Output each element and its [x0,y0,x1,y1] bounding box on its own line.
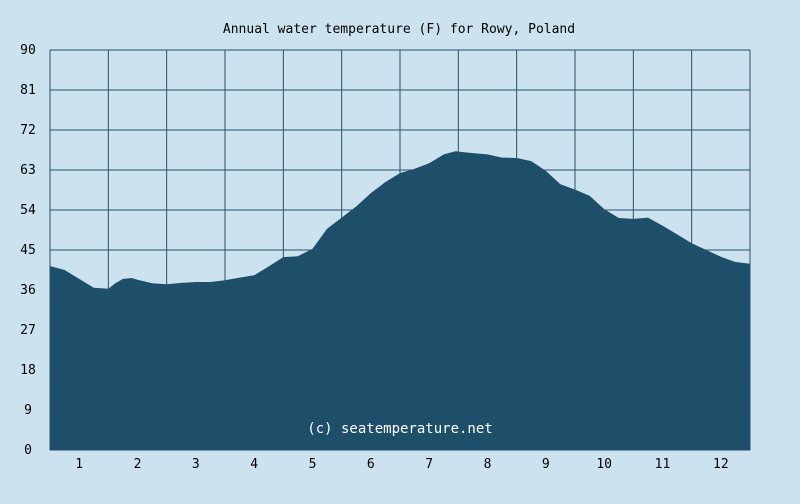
x-tick-label: 6 [367,457,375,472]
x-tick-label: 9 [542,457,550,472]
y-tick-label: 9 [24,403,32,418]
x-tick-label: 11 [655,457,671,472]
x-tick-label: 1 [75,457,83,472]
x-tick-label: 3 [192,457,200,472]
x-tick-label: 12 [713,457,729,472]
y-tick-label: 27 [20,323,36,338]
x-tick-label: 8 [484,457,492,472]
x-tick-label: 10 [596,457,612,472]
y-tick-label: 45 [20,243,36,258]
x-tick-label: 4 [250,457,258,472]
x-tick-label: 7 [425,457,433,472]
grid-layer [49,49,751,451]
y-tick-label: 54 [20,203,36,218]
x-tick-label: 5 [309,457,317,472]
watermark: (c) seatemperature.net [307,421,492,437]
y-tick-label: 72 [20,123,36,138]
x-tick-label: 2 [134,457,142,472]
chart-title: Annual water temperature (F) for Rowy, P… [223,22,575,37]
y-tick-label: 36 [20,283,36,298]
y-tick-label: 90 [20,43,36,58]
y-tick-label: 0 [24,443,32,458]
y-tick-label: 18 [20,363,36,378]
y-tick-label: 81 [20,83,36,98]
y-tick-label: 63 [20,163,36,178]
